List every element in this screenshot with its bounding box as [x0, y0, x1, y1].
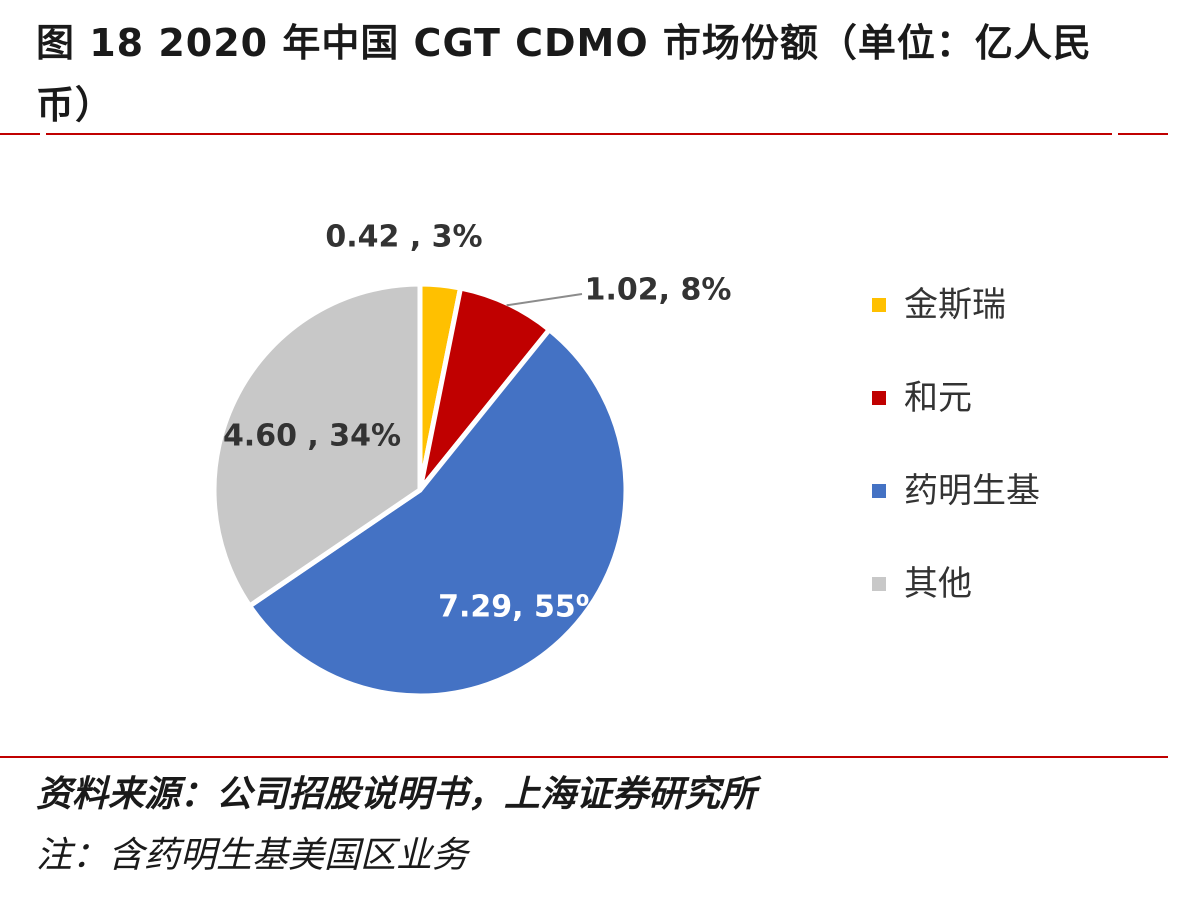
legend-label: 药明生基	[904, 471, 1040, 511]
legend-label: 其他	[904, 564, 972, 604]
pie-slice-yaoming-shengji	[247, 327, 629, 699]
pie-chart: 0.42 , 3% 1.02, 8% 7.29, 55% 4.60 , 34%	[211, 220, 731, 699]
top-divider	[0, 133, 1168, 135]
legend-label: 和元	[904, 378, 972, 418]
pie-slice-qita	[211, 281, 423, 609]
divider-gap	[1112, 131, 1118, 137]
legend-swatch	[872, 298, 886, 312]
source-note: 资料来源：公司招股说明书，上海证券研究所	[36, 773, 757, 815]
legend-swatch	[872, 577, 886, 591]
pie-slices	[211, 281, 629, 699]
divider-gap	[40, 131, 46, 137]
data-label-heyuan: 1.02, 8%	[585, 273, 732, 308]
legend-label: 金斯瑞	[904, 285, 1006, 325]
legend-swatch	[872, 391, 886, 405]
data-label-yaoming-shengji: 7.29, 55%	[438, 590, 606, 625]
pie-data-labels: 0.42 , 3% 1.02, 8% 7.29, 55% 4.60 , 34%	[223, 220, 731, 625]
data-label-jinsirui: 0.42 , 3%	[325, 220, 482, 255]
bottom-divider	[0, 756, 1168, 758]
footnote: 注：含药明生基美国区业务	[36, 835, 469, 876]
data-label-qita: 4.60 , 34%	[223, 419, 401, 454]
data-label-leader-line	[506, 293, 583, 307]
figure-title: 图 18 2020 年中国 CGT CDMO 市场份额（单位：亿人民币）	[36, 21, 1092, 127]
legend-swatch	[872, 484, 886, 498]
